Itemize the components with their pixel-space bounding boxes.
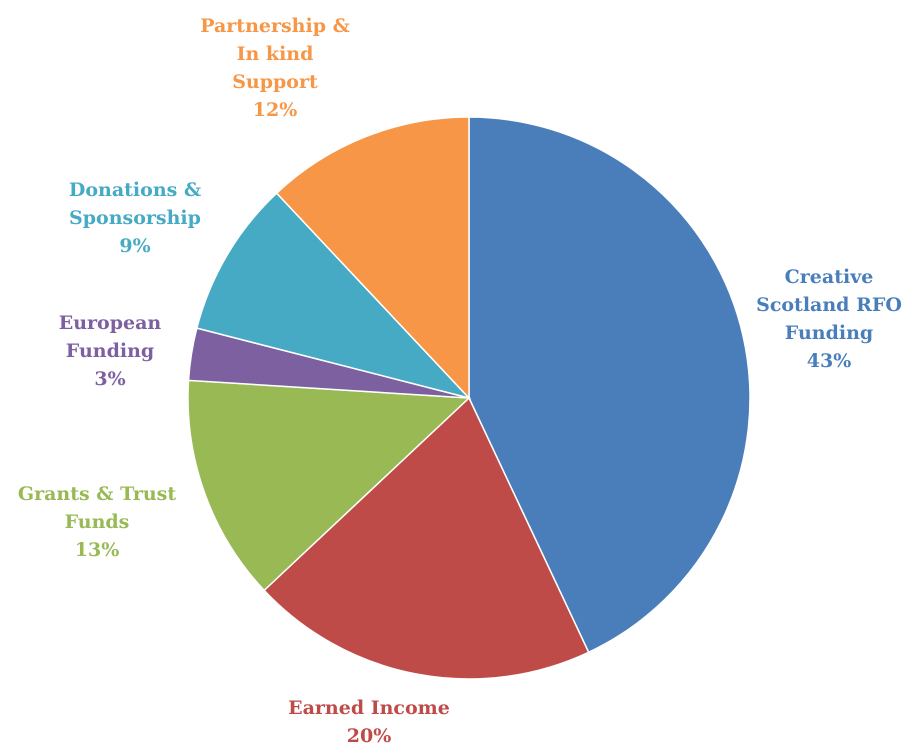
slice-label-4: Donations & Sponsorship 9% <box>69 179 201 257</box>
pie-slice-0 <box>468 116 751 654</box>
pie-slice-2 <box>187 379 471 592</box>
slice-percent: 20% <box>347 725 392 747</box>
slice-label-line: Scotland RFO <box>756 294 902 316</box>
slice-label-5: Partnership & In kind Support 12% <box>200 15 350 121</box>
pie-slice-4 <box>195 192 472 400</box>
slice-percent: 43% <box>807 350 852 372</box>
slice-label-line: Funding <box>66 340 154 362</box>
slice-percent: 13% <box>75 539 120 561</box>
slice-percent: 9% <box>119 235 150 257</box>
slice-label-line: Partnership & <box>200 15 350 37</box>
slice-label-line: Funding <box>785 322 873 344</box>
slice-labels: Creative Scotland RFO Funding 43% Earned Inc… <box>18 15 902 747</box>
slice-label-3: European Funding 3% <box>59 312 162 390</box>
slice-label-line: Donations & <box>69 179 201 201</box>
slice-percent: 3% <box>94 368 125 390</box>
slice-percent: 12% <box>253 99 298 121</box>
slice-label-line: In kind <box>237 43 314 65</box>
pie-slice-5 <box>275 116 470 400</box>
slice-label-line: Sponsorship <box>69 207 201 229</box>
slice-label-2: Grants & Trust Funds 13% <box>18 483 176 561</box>
slice-label-1: Earned Income 20% <box>288 697 450 747</box>
slice-label-line: Funds <box>65 511 130 533</box>
slice-label-line: Earned Income <box>288 697 450 719</box>
slice-label-line: Grants & Trust <box>18 483 176 505</box>
pie-slices <box>187 116 751 680</box>
pie-slice-1 <box>263 396 590 680</box>
slice-label-0: Creative Scotland RFO Funding 43% <box>756 266 902 372</box>
slice-label-line: Creative <box>785 266 874 288</box>
slice-label-line: Support <box>232 71 318 93</box>
slice-label-line: European <box>59 312 162 334</box>
